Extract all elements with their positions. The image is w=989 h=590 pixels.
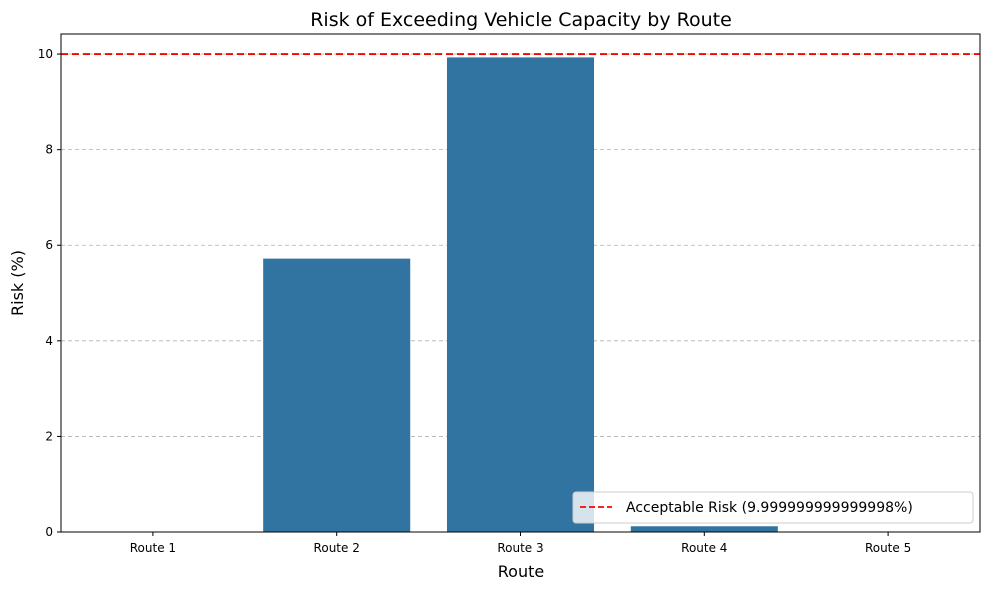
x-axis-title: Route [498,562,544,581]
y-tick-label: 6 [45,238,53,252]
chart-title: Risk of Exceeding Vehicle Capacity by Ro… [310,9,732,31]
y-tick-label: 10 [38,47,53,61]
x-tick-label: Route 5 [865,541,911,555]
bar-route-2 [263,258,411,532]
y-tick-label: 0 [45,525,53,539]
y-tick-label: 2 [45,429,53,443]
bar-route-3 [446,57,595,532]
y-axis: 0 2 4 6 8 10 [38,47,61,539]
x-tick-label: Route 2 [314,541,360,555]
x-tick-label: Route 3 [497,541,543,555]
x-axis: Route 1 Route 2 Route 3 Route 4 Route 5 [130,532,911,555]
bars [263,57,778,532]
y-tick-label: 4 [45,334,53,348]
y-axis-title: Risk (%) [8,250,27,316]
bar-route-4 [630,526,778,532]
legend-label: Acceptable Risk (9.999999999999998%) [626,500,913,516]
x-tick-label: Route 4 [681,541,727,555]
y-tick-label: 8 [45,143,53,157]
x-tick-label: Route 1 [130,541,176,555]
legend-box [572,491,974,524]
legend: Acceptable Risk (9.999999999999998%) [572,491,974,524]
